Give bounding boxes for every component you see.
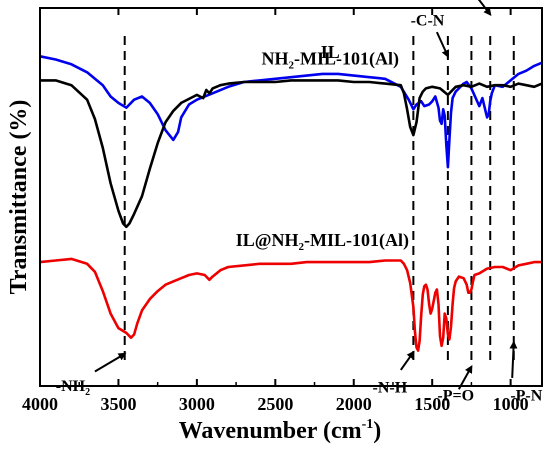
arrow-mo [477, 0, 492, 17]
y-axis-label: Transmittance (%) [6, 100, 32, 295]
annotation-cn: -C-N [411, 13, 445, 30]
series-line-1 [40, 79, 543, 229]
annotation-nh2: -NH2 [56, 378, 90, 398]
x-tick-label-3: 2500 [257, 394, 293, 414]
annotation-po: -P=O [437, 387, 474, 404]
annotation-pn: -P-N [510, 387, 542, 404]
arrow-cn [435, 31, 450, 59]
x-tick-label-4: 2000 [336, 394, 372, 414]
x-axis-label: Wavenumber (cm-1) [179, 417, 382, 444]
series-label-1: NH2-MIL-101(Al) [261, 48, 398, 71]
arrow-pn [509, 340, 518, 379]
plot-frame [39, 7, 543, 387]
arrow-nh2 [94, 352, 127, 373]
series-line-0 [39, 55, 543, 169]
x-tick-label-2: 3000 [179, 394, 215, 414]
series-label-0: IL [321, 42, 340, 62]
series-label-2: IL@NH2-MIL-101(Al) [236, 230, 409, 253]
series-line-2 [39, 257, 542, 352]
arrow-nh [399, 350, 415, 371]
x-tick-label-0: 4000 [22, 394, 58, 414]
x-tick-label-6: 1000 [493, 394, 529, 414]
annotation-nh: -N-H [373, 379, 408, 396]
x-tick-label-1: 3500 [100, 394, 136, 414]
x-tick-label-5: 1500 [414, 394, 450, 414]
